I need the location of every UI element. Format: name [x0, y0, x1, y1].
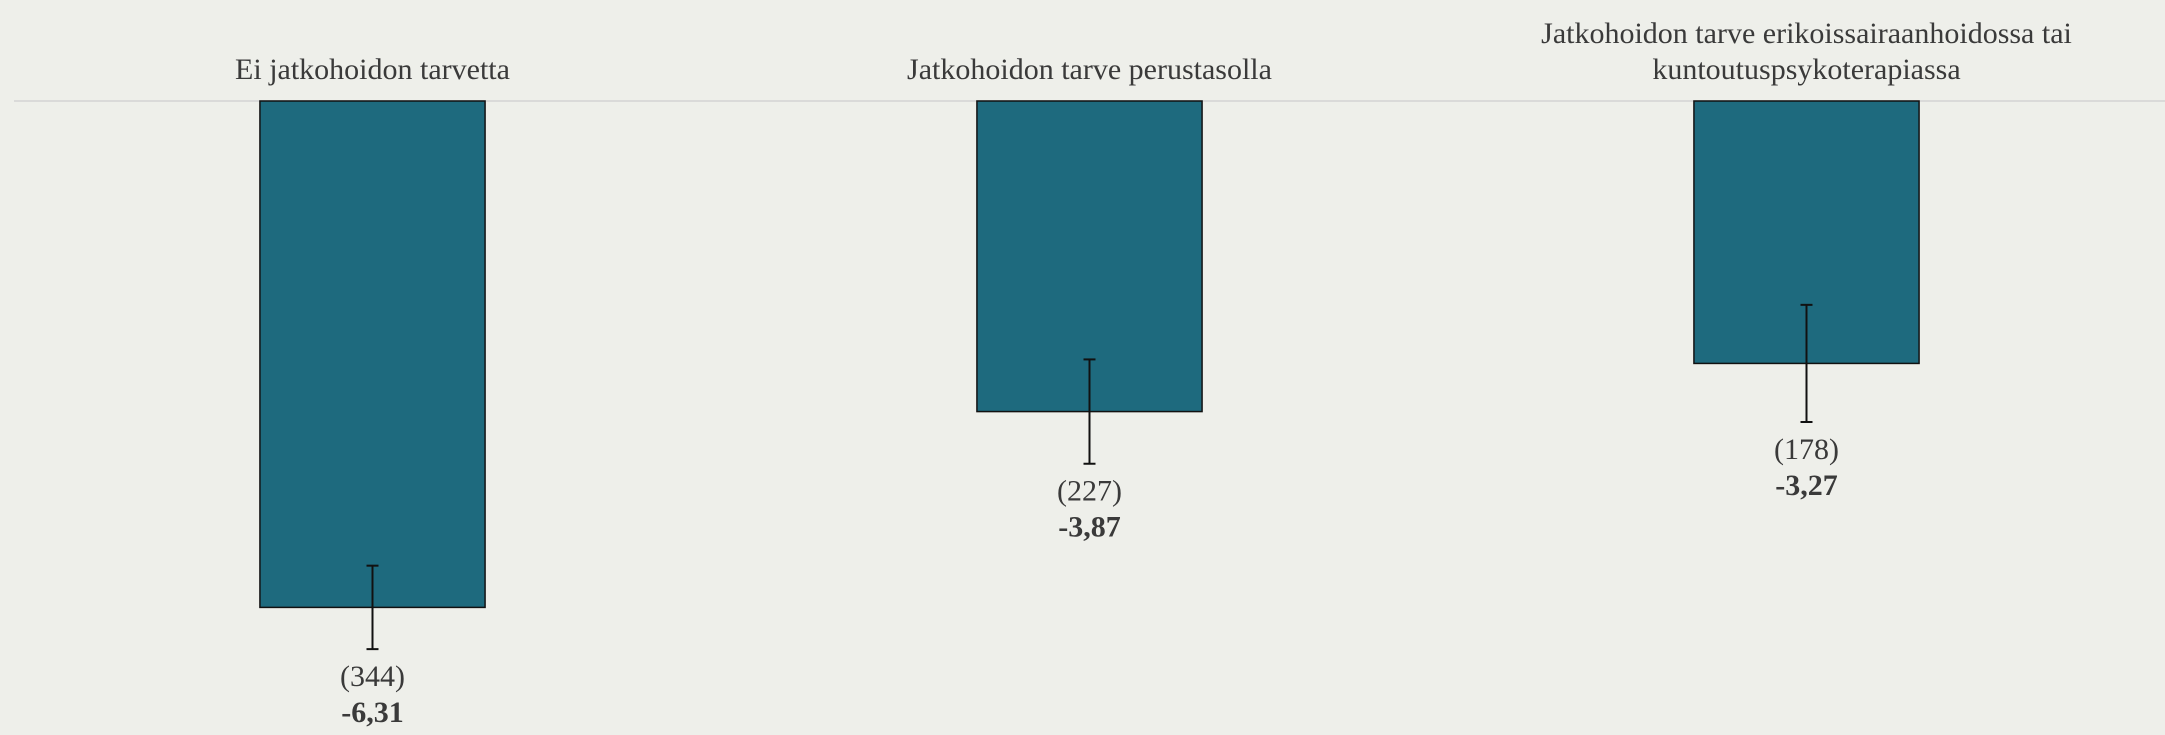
error-bar: [1083, 358, 1096, 465]
category-label: Ei jatkohoidon tarvetta: [235, 53, 510, 86]
count-label: (178): [1774, 433, 1839, 466]
error-bar: [1800, 303, 1813, 424]
category-label: Jatkohoidon tarve perustasolla: [907, 53, 1272, 86]
count-label: (227): [1057, 475, 1122, 508]
value-label: -3,87: [1058, 511, 1121, 544]
category-label: Jatkohoidon tarve erikoissairaanhoidossa…: [1541, 17, 2072, 86]
error-bar: [366, 564, 379, 651]
value-label: -3,27: [1775, 469, 1838, 502]
value-label: -6,31: [341, 696, 404, 729]
bar: [259, 100, 486, 609]
count-label: (344): [340, 660, 405, 693]
